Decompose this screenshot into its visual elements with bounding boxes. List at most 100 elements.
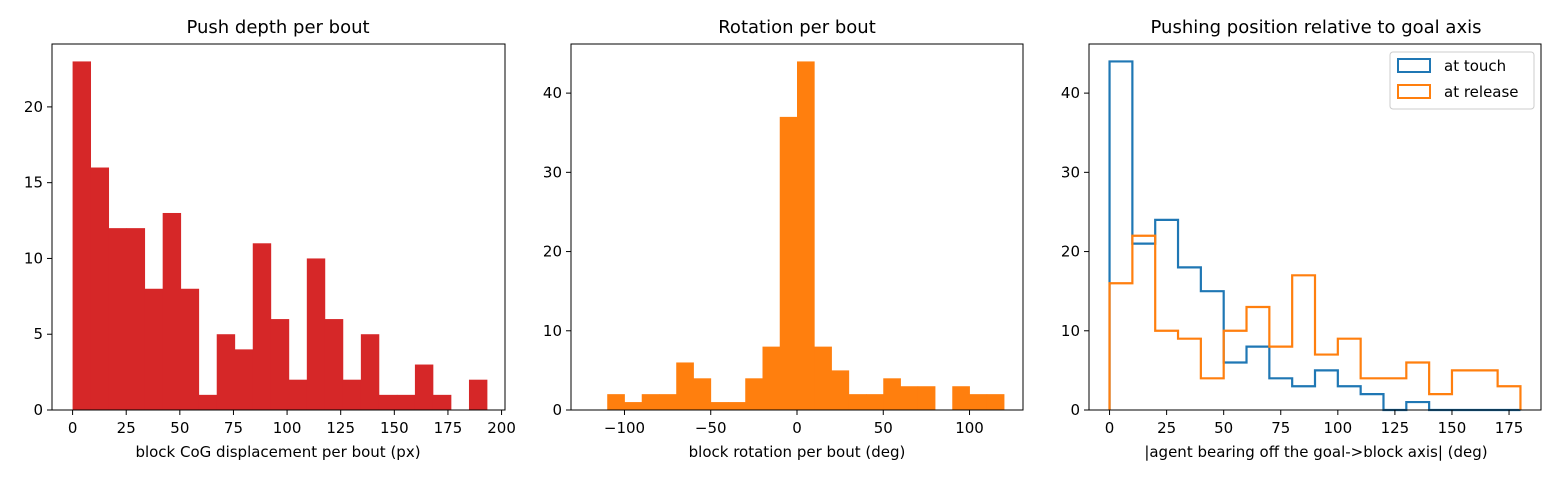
x-tick-label: 25 (1157, 419, 1176, 437)
x-tick-label: 75 (224, 419, 243, 437)
histogram-bar (198, 394, 218, 410)
histogram-bar (797, 61, 815, 411)
histogram-bar (468, 379, 488, 410)
y-axis-ticks: 0 10 20 30 40 (1061, 84, 1089, 419)
histogram-bar (866, 394, 884, 410)
histogram-bar (396, 394, 416, 410)
legend-swatch-touch (1397, 58, 1431, 73)
x-tick-label: 50 (170, 419, 189, 437)
x-tick-label: −50 (695, 419, 727, 437)
panel-push-depth: Push depth per bout 0 25 50 75 100 125 150 175 2… (24, 17, 516, 461)
legend-swatch-release (1397, 84, 1431, 99)
histogram-bar (658, 394, 677, 410)
chart-title: Rotation per bout (718, 17, 876, 38)
y-tick-label: 10 (1061, 322, 1080, 340)
x-tick-label: 175 (1495, 419, 1524, 437)
legend-box (1389, 51, 1535, 110)
histogram-bar (180, 288, 200, 410)
histogram-bar (848, 394, 867, 410)
x-axis-label: |agent bearing off the goal->block axis|… (1144, 443, 1487, 461)
y-tick-label: 0 (552, 401, 562, 419)
series-at-touch-step-line (1108, 60, 1521, 412)
histogram-bar (607, 394, 625, 410)
x-axis-ticks: −100 −50 0 50 100 (604, 410, 984, 437)
series-at-release-step-line (1108, 234, 1522, 410)
x-tick-label: 175 (434, 419, 463, 437)
histogram-bar (952, 386, 970, 410)
y-tick-label: 15 (24, 174, 43, 192)
x-tick-label: 150 (380, 419, 409, 437)
histogram-bar (342, 379, 362, 410)
x-tick-label: 75 (1271, 419, 1290, 437)
histogram-bar (414, 364, 434, 410)
histogram-bar (324, 319, 344, 410)
y-tick-label: 20 (24, 98, 43, 116)
histogram-bar (831, 370, 850, 410)
chart-title: Pushing position relative to goal axis (1151, 17, 1482, 38)
x-tick-label: 0 (68, 419, 78, 437)
x-tick-label: 125 (326, 419, 355, 437)
histogram-bar (727, 402, 746, 410)
histogram-bar (641, 394, 660, 410)
histogram-bar (900, 386, 919, 410)
histogram-bar (710, 402, 729, 410)
x-axis-label: block rotation per bout (deg) (689, 443, 906, 461)
y-tick-label: 30 (543, 163, 562, 181)
bars-group (72, 61, 488, 411)
x-tick-label: 0 (792, 419, 802, 437)
x-tick-label: 100 (273, 419, 302, 437)
histogram-bar (270, 319, 290, 410)
histogram-bar (360, 334, 380, 410)
y-axis-ticks: 0 5 10 15 20 (24, 98, 52, 419)
histogram-bar (108, 228, 128, 410)
x-tick-label: 0 (1105, 419, 1115, 437)
histogram-bar (234, 349, 254, 410)
x-tick-label: 200 (487, 419, 516, 437)
histogram-bar (72, 61, 92, 411)
axes-frame (51, 43, 506, 411)
x-tick-label: 100 (955, 419, 984, 437)
histogram-bar (216, 334, 236, 410)
x-axis-ticks: 0 25 50 75 100 125 150 175 200 (68, 410, 516, 437)
y-tick-label: 20 (1061, 243, 1080, 261)
histogram-bar (432, 394, 452, 410)
y-tick-label: 10 (543, 322, 562, 340)
histogram-bar (969, 394, 988, 410)
y-tick-label: 0 (33, 401, 43, 419)
x-tick-label: 125 (1381, 419, 1410, 437)
x-tick-label: 50 (874, 419, 893, 437)
x-axis-label: block CoG displacement per bout (px) (135, 443, 420, 461)
y-tick-label: 5 (33, 325, 43, 343)
x-tick-label: 100 (1324, 419, 1353, 437)
histogram-bar (762, 346, 781, 410)
axes-frame (1088, 43, 1542, 411)
histogram-bar (378, 394, 398, 410)
x-tick-label: 150 (1438, 419, 1467, 437)
x-tick-label: 50 (1214, 419, 1233, 437)
bars-group (607, 61, 1005, 411)
y-tick-label: 20 (543, 243, 562, 261)
x-tick-label: 25 (117, 419, 136, 437)
legend: at touch at release (1389, 51, 1535, 110)
histogram-bar (162, 212, 182, 410)
panel-pushing-position: Pushing position relative to goal axis 0… (1061, 17, 1542, 461)
histogram-bar (779, 116, 798, 410)
histogram-bar (883, 378, 901, 410)
histogram-bar (814, 346, 832, 410)
y-tick-label: 40 (543, 84, 562, 102)
axes-frame (570, 43, 1024, 411)
chart-title: Push depth per bout (186, 17, 369, 38)
histogram-bar (917, 386, 936, 410)
y-tick-label: 0 (1070, 401, 1080, 419)
histogram-bar (693, 378, 712, 410)
histogram-bar (126, 228, 146, 410)
step-lines-group (1108, 60, 1522, 412)
y-tick-label: 30 (1061, 163, 1080, 181)
histogram-bar (288, 379, 308, 410)
y-tick-label: 10 (24, 249, 43, 267)
histogram-bar (144, 288, 164, 410)
histogram-bar (676, 362, 694, 410)
y-tick-label: 40 (1061, 84, 1080, 102)
panel-rotation: Rotation per bout −100 −50 0 50 100 0 10 20 30 4… (543, 17, 1024, 461)
